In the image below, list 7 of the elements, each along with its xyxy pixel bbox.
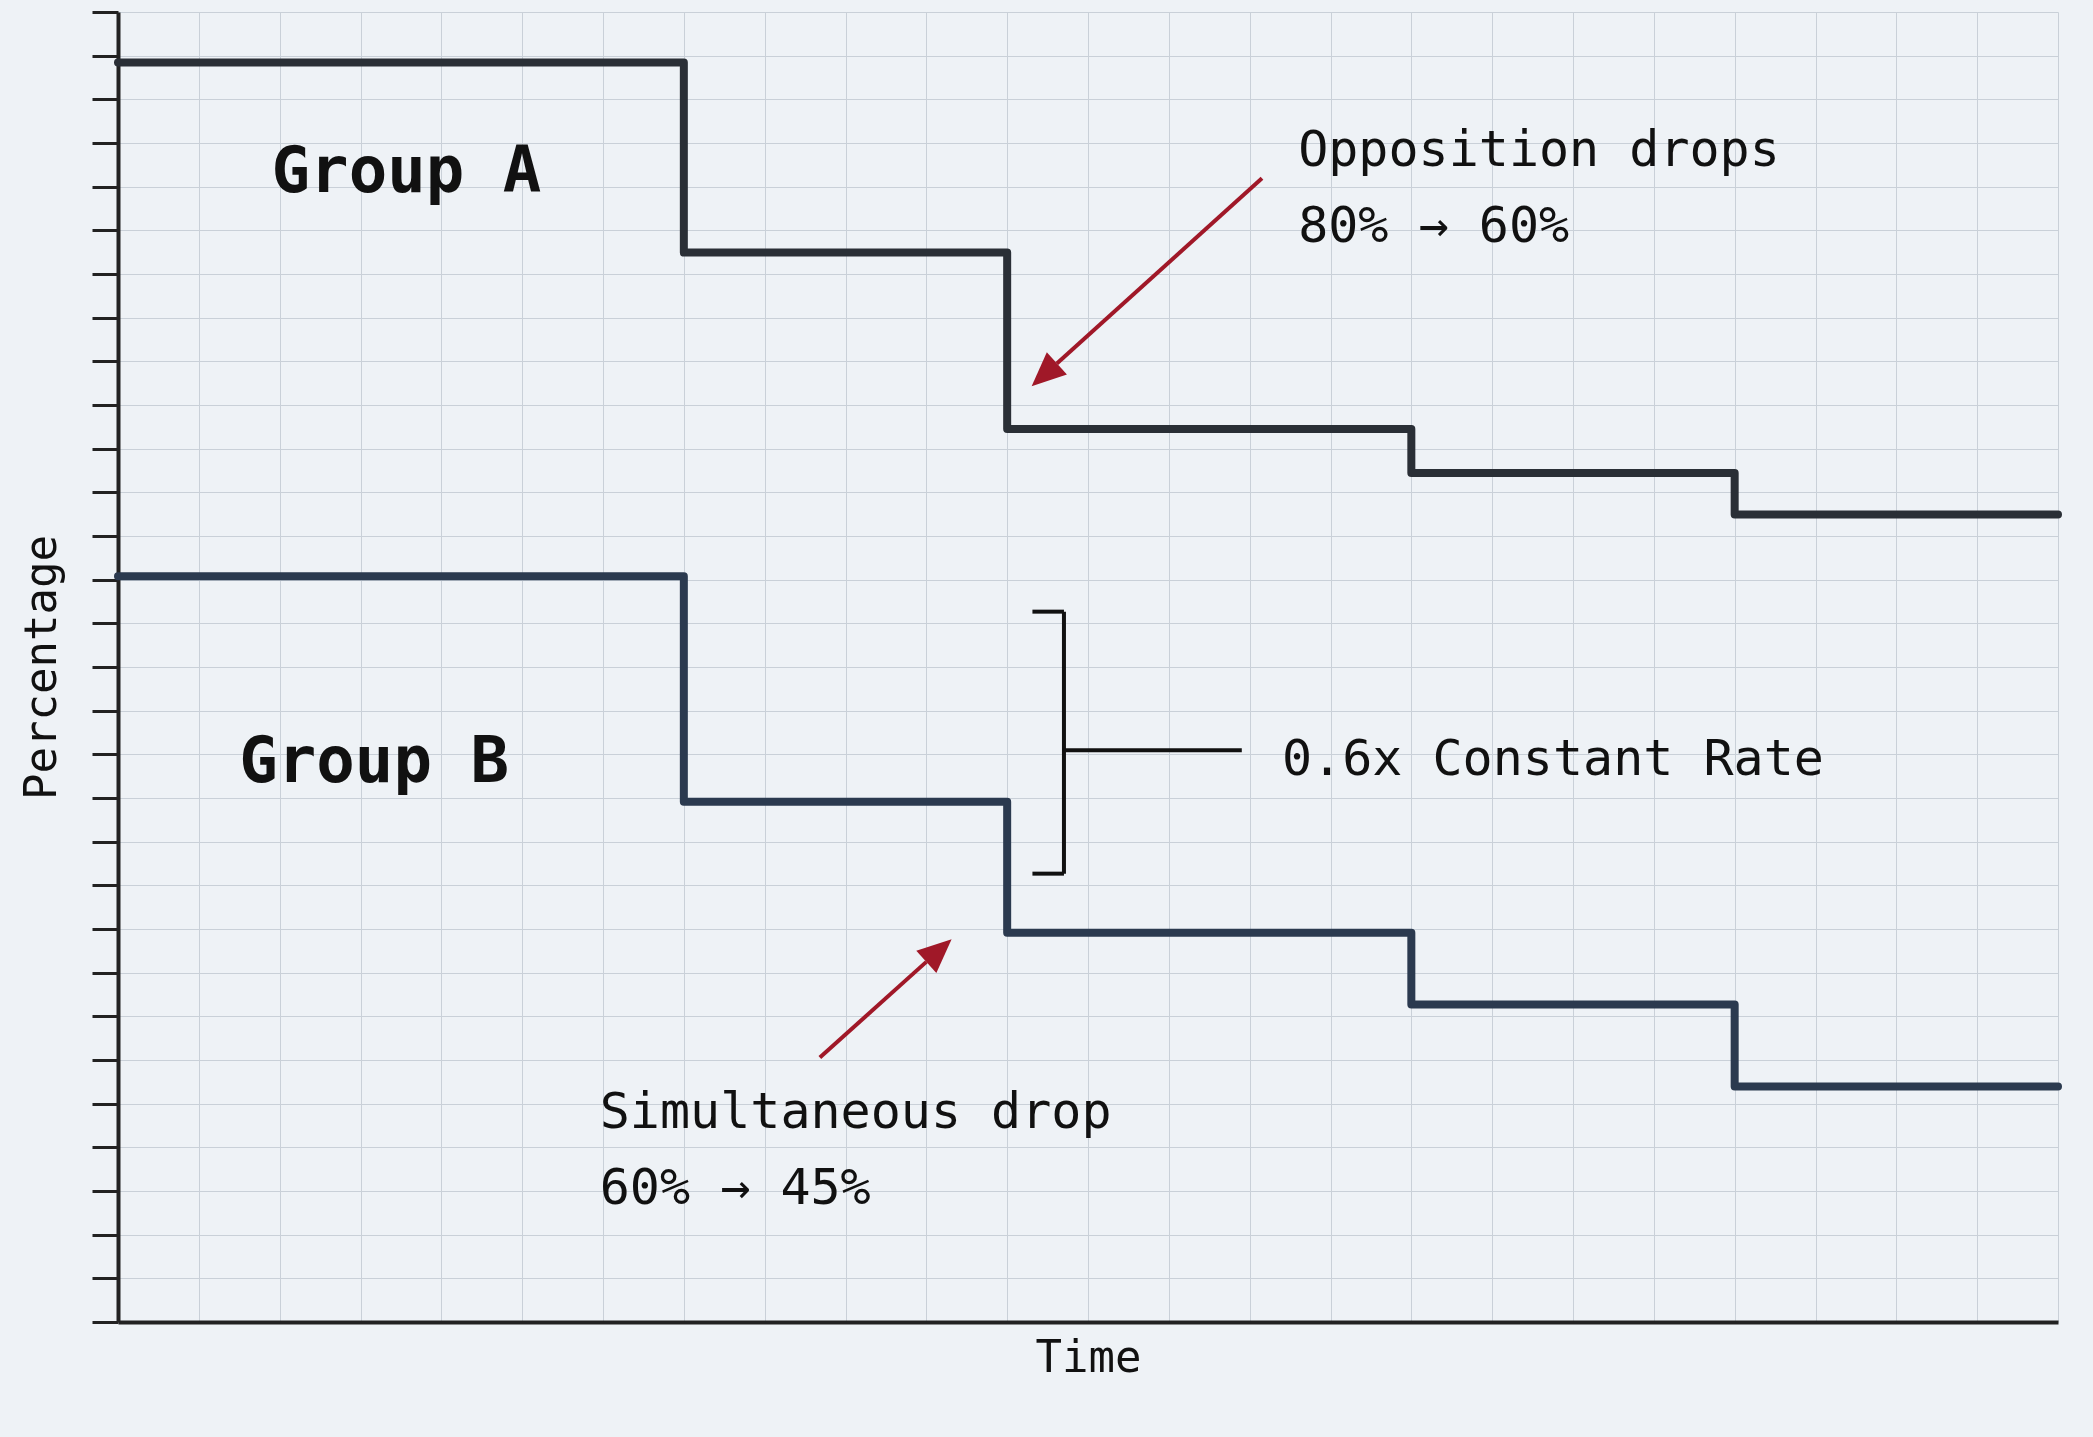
annotation: Opposition drops 80% → 60% bbox=[1298, 119, 1780, 254]
annotation: 0.6x Constant Rate bbox=[1282, 729, 1824, 788]
series-label: Group A bbox=[271, 133, 542, 208]
x-axis-title: Time bbox=[1035, 1330, 1142, 1382]
text: Group B bbox=[239, 722, 509, 797]
annotation: Simultaneous drop 60% → 45% bbox=[599, 1081, 1112, 1216]
y-axis-title: Percentage bbox=[15, 535, 66, 800]
